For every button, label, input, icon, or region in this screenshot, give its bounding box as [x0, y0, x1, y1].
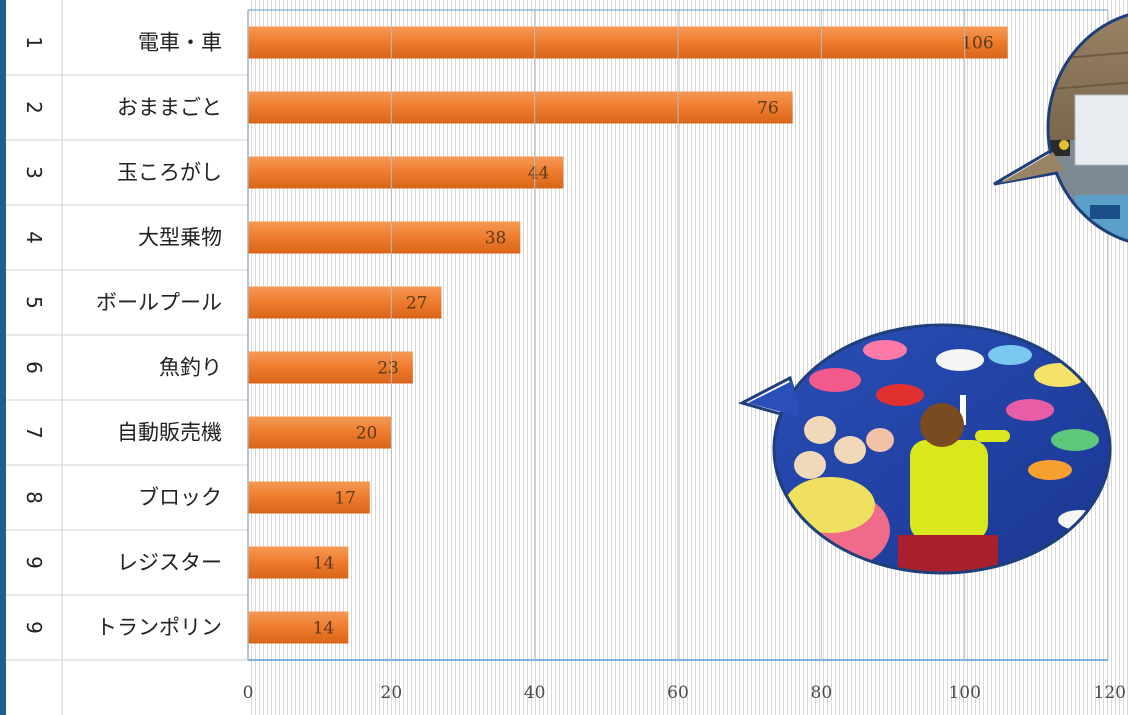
category-label: 玉ころがし — [117, 161, 222, 185]
value-label: 14 — [313, 619, 335, 639]
bar — [248, 546, 349, 579]
left-frame-border — [0, 0, 6, 715]
rank-label: 7 — [22, 426, 46, 439]
bar — [248, 611, 349, 644]
x-tick-label: 80 — [811, 683, 833, 703]
category-label: トランポリン — [96, 616, 222, 640]
category-label: ブロック — [138, 486, 222, 510]
rank-label: 9 — [22, 621, 46, 634]
bar — [248, 221, 521, 254]
rank-label: 5 — [22, 296, 46, 309]
label-column — [6, 0, 248, 715]
value-label: 106 — [961, 34, 993, 54]
value-label: 17 — [334, 489, 356, 509]
category-label: 電車・車 — [138, 31, 222, 55]
value-label: 20 — [356, 424, 378, 444]
category-label: レジスター — [117, 551, 222, 575]
rank-label: 2 — [22, 101, 46, 114]
bar — [248, 416, 392, 449]
value-label: 27 — [406, 294, 428, 314]
category-label: 大型乗物 — [138, 226, 222, 250]
x-tick-label: 40 — [524, 683, 546, 703]
x-tick-label: 60 — [667, 683, 689, 703]
x-tick-label: 100 — [948, 683, 980, 703]
bar — [248, 481, 370, 514]
bar — [248, 26, 1008, 59]
bar — [248, 91, 793, 124]
category-label: 魚釣り — [159, 356, 222, 380]
x-tick-label: 120 — [1094, 683, 1126, 703]
rank-label: 6 — [22, 361, 46, 374]
toy-photo-bubble — [993, 10, 1128, 246]
bar — [248, 286, 442, 319]
toy-vehicles-photo — [1048, 10, 1128, 246]
rank-label: 3 — [22, 166, 46, 179]
value-label: 44 — [528, 164, 550, 184]
rank-label: 1 — [22, 36, 46, 49]
x-tick-label: 0 — [243, 683, 254, 703]
x-tick-label: 20 — [381, 683, 403, 703]
fish-wall-photo — [774, 325, 1110, 573]
category-label: おままごと — [117, 96, 222, 120]
rank-label: 4 — [22, 231, 46, 244]
category-label: ボールプール — [96, 291, 222, 315]
fish-photo-bubble — [737, 323, 1112, 575]
category-label: 自動販売機 — [117, 421, 222, 445]
bar — [248, 156, 564, 189]
value-label: 23 — [377, 359, 399, 379]
rank-label: 8 — [22, 491, 46, 504]
bar — [248, 351, 413, 384]
value-label: 38 — [485, 229, 507, 249]
value-label: 76 — [757, 99, 779, 119]
rank-label: 9 — [22, 556, 46, 569]
value-label: 14 — [313, 554, 335, 574]
